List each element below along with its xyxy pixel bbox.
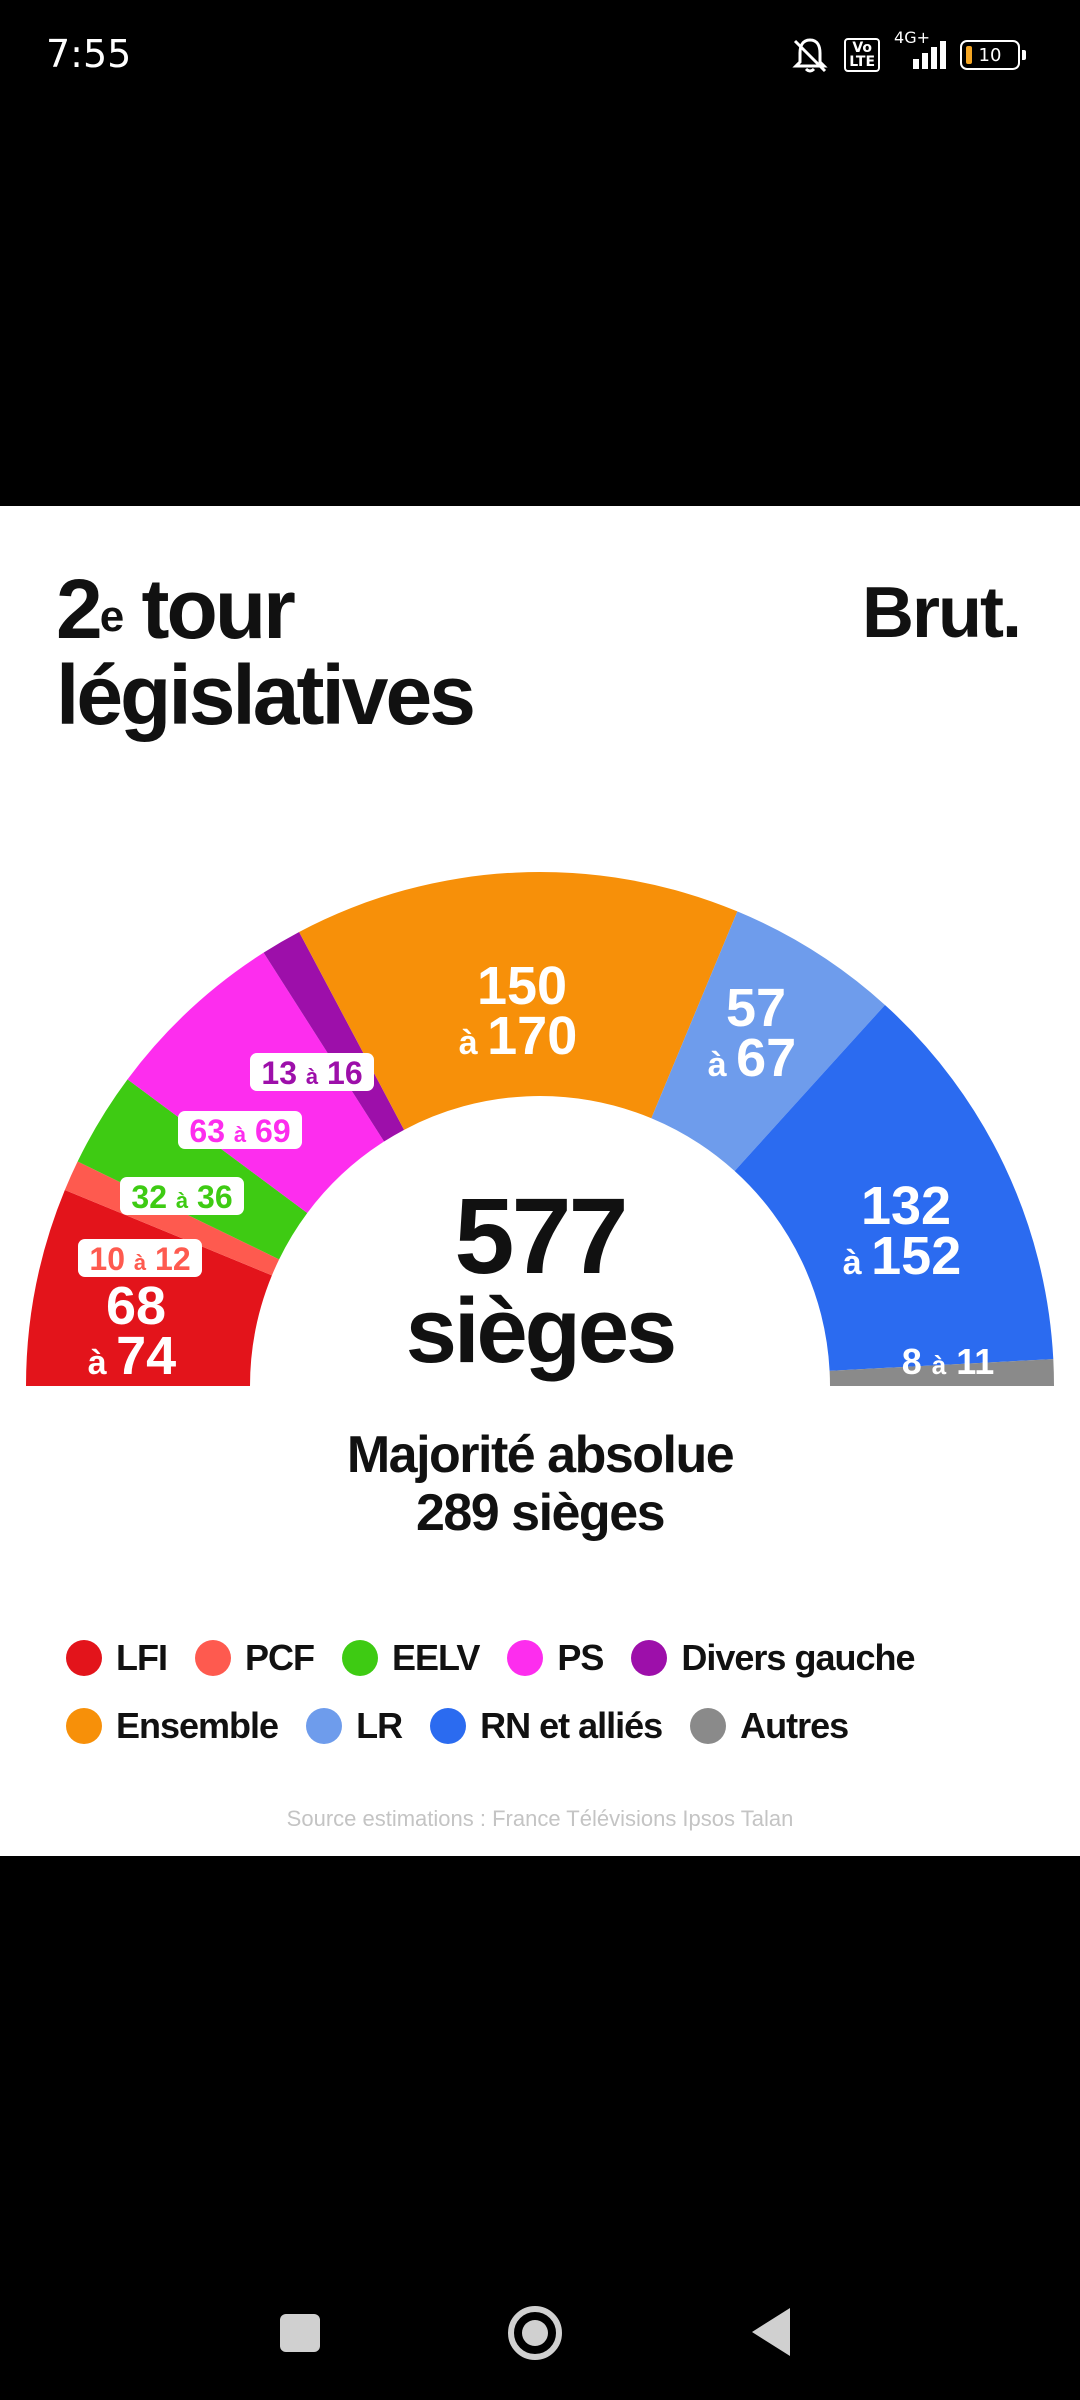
label-lfi: 68à 74 (88, 1276, 176, 1386)
legend-item-lr: LR (306, 1705, 403, 1747)
title-tour: tour (121, 562, 296, 656)
status-bar: 7:55 Vo LTE 4G+ 10 (0, 0, 1080, 110)
bell-off-icon (792, 38, 828, 73)
legend-dot (194, 1640, 231, 1676)
legend-dot (430, 1708, 467, 1744)
legend-label: Ensemble (116, 1705, 279, 1746)
navigation-bar (0, 2270, 1080, 2400)
legend-label: LR (356, 1705, 403, 1746)
legend-label: LFI (116, 1637, 168, 1678)
legend-item-divers-gauche: Divers gauche (631, 1637, 916, 1679)
total-seats-number: 577 (454, 1175, 628, 1296)
majority-line1: Majorité absolue (346, 1426, 735, 1484)
battery-level: 10 (978, 44, 1002, 66)
svg-text:57: 57 (726, 978, 786, 1038)
back-button[interactable] (752, 2308, 790, 2356)
segment-autres (829, 1359, 1054, 1386)
legend-item-ps: PS (507, 1637, 604, 1679)
svg-text:68: 68 (106, 1276, 166, 1336)
label-eelv: 32 à 36 (120, 1177, 244, 1215)
legend-label: RN et alliés (480, 1705, 663, 1746)
label-divers-gauche: 13 à 16 (250, 1053, 374, 1091)
title-legislatives: législatives (56, 648, 476, 742)
majority-label: Majorité absolue 289 sièges (240, 1426, 840, 1542)
legend-label: PCF (244, 1637, 315, 1678)
label-autres: 8 à 11 (902, 1341, 995, 1382)
majority-line2: 289 sièges (415, 1484, 666, 1542)
chart-legend: LFI PCF EELV PS Divers gauche Ensemble LR RN et… (66, 1624, 1046, 1760)
svg-text:à 74: à 74 (88, 1326, 176, 1386)
signal-icon: 4G+ (894, 28, 946, 69)
svg-text:150: 150 (477, 956, 567, 1016)
label-ps: 63 à 69 (178, 1111, 302, 1149)
legend-item-autres: Autres (690, 1705, 849, 1747)
segment-eelv (77, 1079, 308, 1260)
legend-item-lfi: LFI (66, 1637, 168, 1679)
title-number: 2 (56, 562, 103, 656)
status-time: 7:55 (46, 32, 132, 76)
legend-label: EELV (391, 1637, 480, 1678)
legend-row: Ensemble LR RN et alliés Autres (66, 1692, 1046, 1760)
svg-text:à 170: à 170 (459, 1006, 577, 1066)
volte-icon: Vo LTE (844, 38, 881, 72)
legend-item-eelv: EELV (341, 1637, 480, 1679)
svg-text:à 152: à 152 (843, 1226, 961, 1286)
battery-icon: 10 (960, 40, 1026, 70)
legend-item-ensemble: Ensemble (66, 1705, 279, 1747)
legend-dot (66, 1708, 102, 1744)
legend-dot (631, 1640, 668, 1676)
label-pcf: 10 à 12 (78, 1239, 202, 1277)
legend-row: LFI PCF EELV PS Divers gauche (66, 1624, 1046, 1692)
total-seats: 577 sièges (340, 1175, 740, 1382)
legend-dot (66, 1640, 102, 1676)
svg-text:13 à 16: 13 à 16 (261, 1055, 362, 1091)
svg-text:10 à 12: 10 à 12 (89, 1241, 190, 1277)
infographic-card: 2e tour législatives Brut. 68 à 74 10 à 12… (0, 506, 1080, 1856)
chart-title: 2e tour législatives (56, 566, 476, 738)
source-note: Source estimations : France Télévisions … (286, 1806, 794, 1831)
network-type: 4G+ (894, 28, 930, 47)
svg-text:132: 132 (861, 1176, 951, 1236)
status-icons: Vo LTE 4G+ 10 (790, 28, 1026, 80)
brand-logo: Brut. (862, 573, 1022, 653)
svg-text:32 à 36: 32 à 36 (131, 1179, 232, 1215)
segment-rn-et-allies (734, 1004, 1054, 1371)
legend-label: Divers gauche (681, 1637, 915, 1678)
legend-item-pcf: PCF (194, 1637, 315, 1679)
label-lr: 57à 67 (708, 978, 796, 1088)
legend-dot (341, 1640, 378, 1676)
segment-lfi (26, 1189, 272, 1386)
legend-dot (507, 1640, 544, 1676)
legend-dot (306, 1708, 343, 1744)
home-button[interactable] (508, 2306, 562, 2360)
legend-label: Autres (740, 1705, 849, 1746)
legend-label: PS (557, 1637, 604, 1678)
legend-dot (690, 1708, 727, 1744)
recents-button[interactable] (280, 2314, 320, 2352)
svg-text:à 67: à 67 (708, 1028, 796, 1088)
total-seats-unit: sièges (405, 1280, 677, 1382)
svg-text:8 à 11: 8 à 11 (902, 1341, 995, 1382)
segment-pcf (64, 1161, 280, 1276)
legend-item-rn-et-allies: RN et alliés (430, 1705, 663, 1747)
segment-ensemble (299, 872, 738, 1130)
segment-lr (651, 911, 885, 1172)
title-superscript: e (99, 592, 125, 641)
svg-text:63 à 69: 63 à 69 (189, 1113, 290, 1149)
